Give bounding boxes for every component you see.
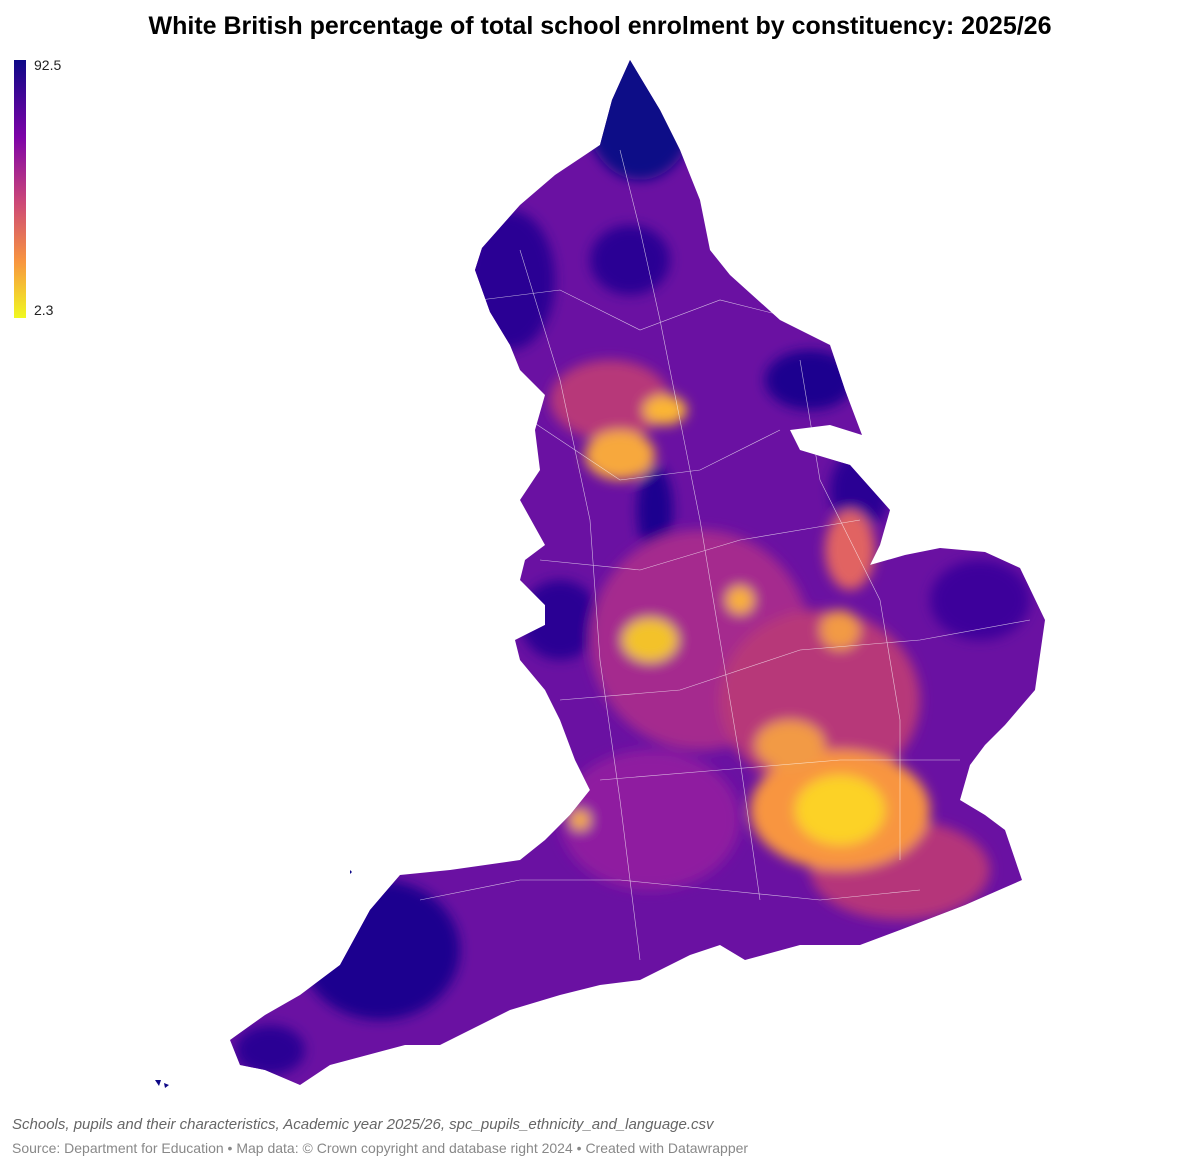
legend-min: 2.3 xyxy=(34,302,54,318)
title: White British percentage of total school… xyxy=(148,12,1052,40)
legend-max: 92.5 xyxy=(34,57,62,73)
constituencies xyxy=(230,60,1045,1085)
footer-source: Source: Department for Education • Map d… xyxy=(12,1140,749,1156)
footer-note: Schools, pupils and their characteristic… xyxy=(12,1116,714,1133)
legend-bar xyxy=(14,60,26,318)
